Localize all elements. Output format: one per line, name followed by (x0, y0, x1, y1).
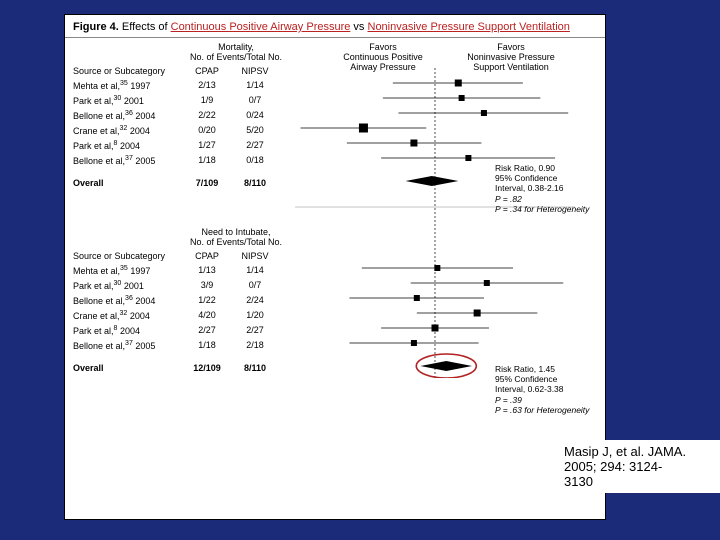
figure-title-red1: Continuous Positive Airway Pressure (171, 21, 351, 33)
figure-box: Figure 4. Effects of Continuous Positive… (64, 14, 606, 520)
figure-body: Mortality,No. of Events/Total No. Source… (65, 38, 605, 382)
panel1-col2: NIPSV (233, 66, 277, 76)
panel2-data-title: Need to Intubate,No. of Events/Total No. (181, 227, 291, 247)
citation-l2: 2005; 294: 3124- (564, 459, 662, 474)
panel1-src-label: Source or Subcategory (73, 66, 165, 76)
panel1-data-title: Mortality,No. of Events/Total No. (181, 42, 291, 62)
figure-header: Figure 4. Effects of Continuous Positive… (65, 15, 605, 38)
forest-plot: 0.010.1110100Risk Ratio (95% Confidence … (295, 38, 575, 378)
citation-l3: 3130 (564, 474, 593, 489)
figure-number: Figure 4. (73, 21, 119, 33)
panel2-src-label: Source or Subcategory (73, 251, 165, 261)
panel2-col1: CPAP (187, 251, 227, 261)
figure-title-red2: Noninvasive Pressure Support Ventilation (368, 21, 570, 33)
panel1-col1: CPAP (187, 66, 227, 76)
figure-title-mid: vs (350, 21, 367, 33)
citation-box: Masip J, et al. JAMA. 2005; 294: 3124- 3… (558, 440, 720, 493)
citation-l1: Masip J, et al. JAMA. (564, 444, 686, 459)
slide: Figure 4. Effects of Continuous Positive… (0, 0, 720, 540)
panel2-col2: NIPSV (233, 251, 277, 261)
figure-title-plain: Effects of (122, 21, 171, 33)
